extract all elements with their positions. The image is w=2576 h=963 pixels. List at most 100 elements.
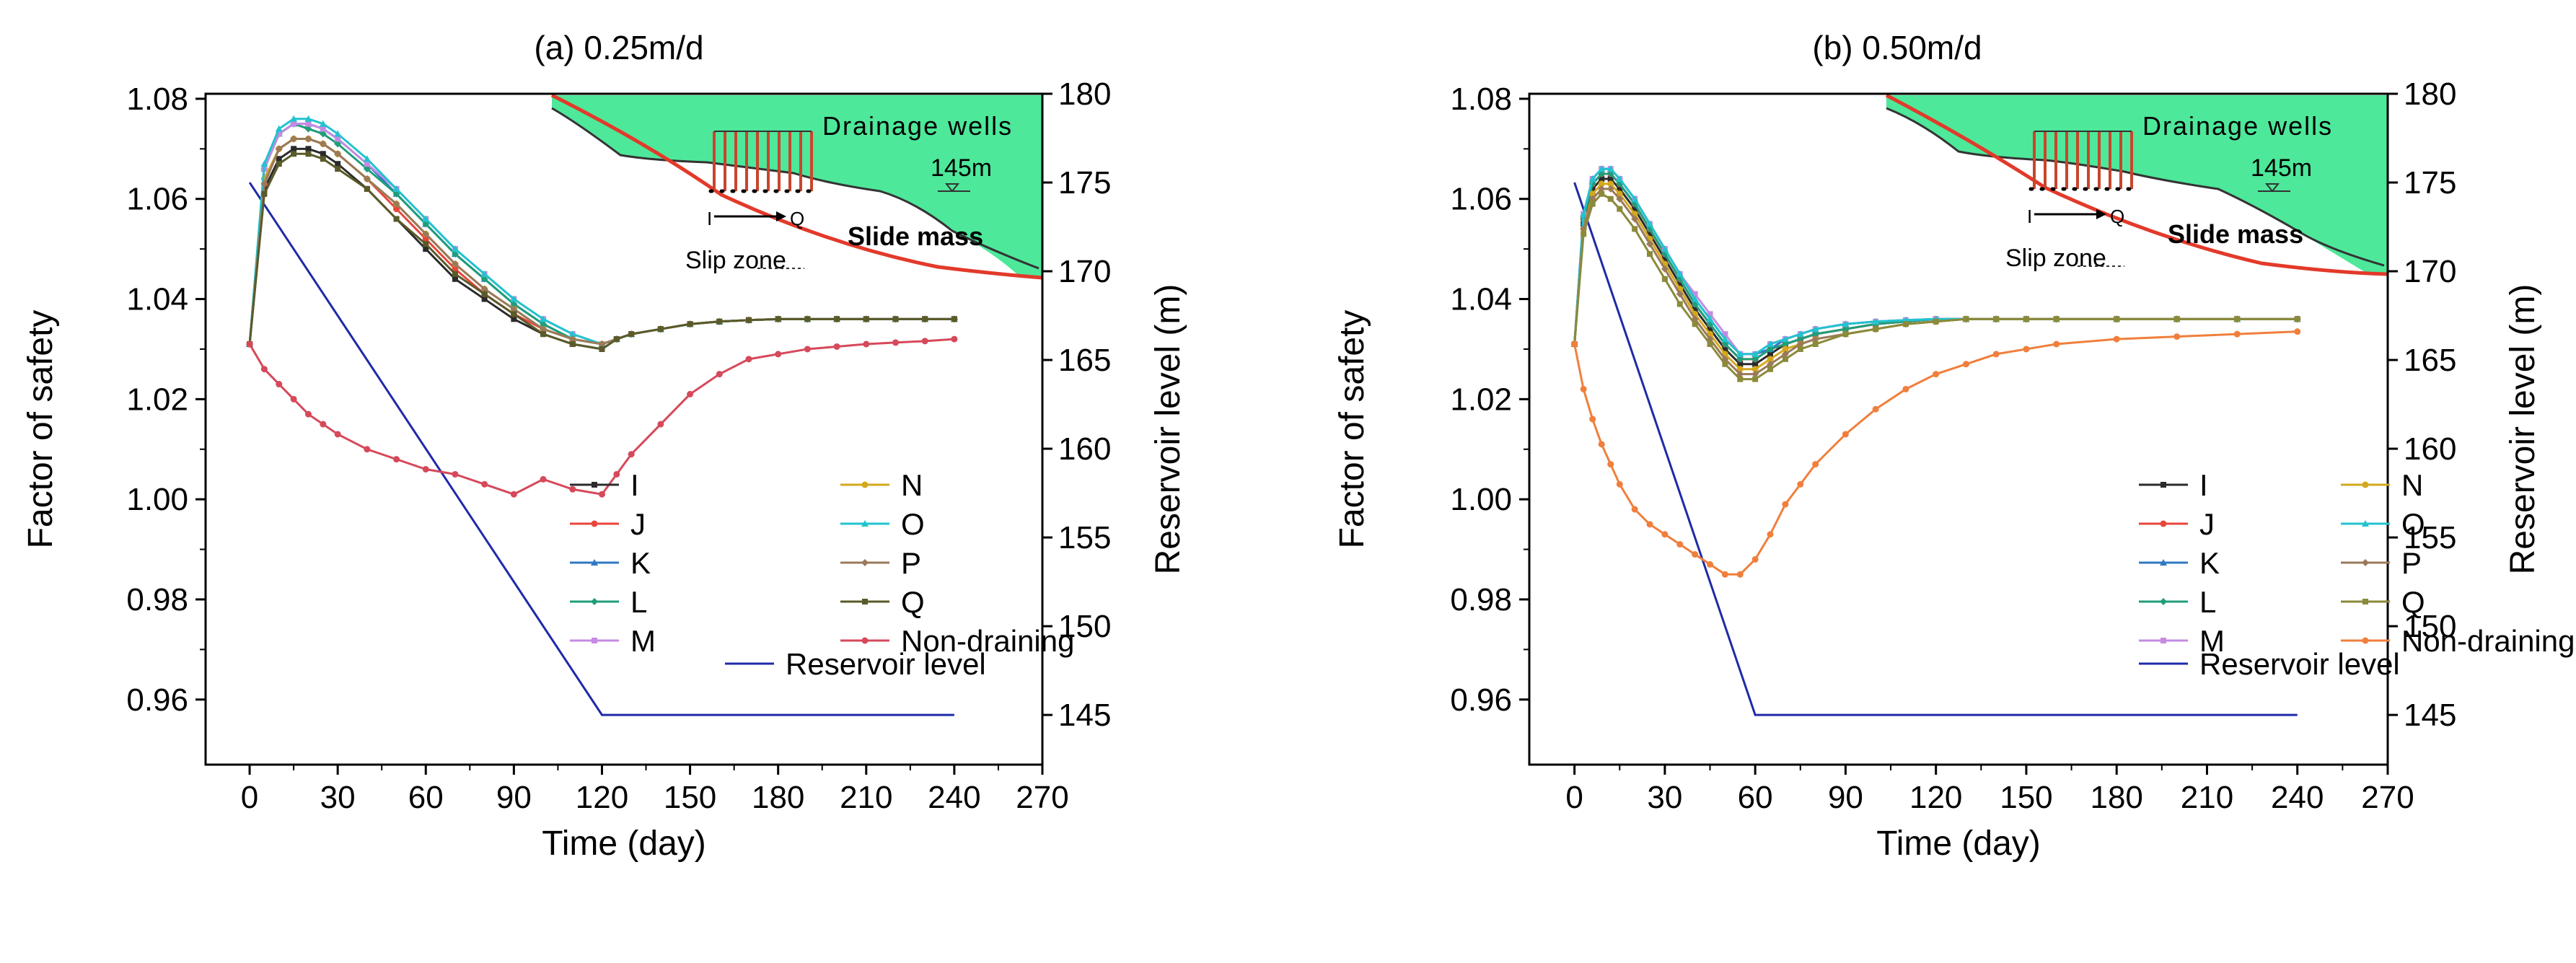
inset-b-wells	[2028, 131, 2137, 219]
data-point	[2173, 333, 2181, 340]
y2-tick-label: 175	[1058, 165, 1111, 201]
data-point	[628, 451, 635, 458]
data-point	[745, 356, 752, 363]
y2-tick-label: 170	[2404, 254, 2456, 289]
data-point	[1616, 180, 1624, 188]
data-point	[1631, 200, 1639, 208]
data-point	[1661, 256, 1668, 263]
data-point	[892, 316, 899, 322]
legend-item: I	[2139, 468, 2208, 502]
x-tick-label: 210	[840, 780, 892, 815]
legend-item: N	[840, 468, 923, 502]
legend-label: I	[630, 468, 639, 502]
x-tick-label: 0	[1565, 780, 1583, 815]
data-point	[1607, 180, 1614, 188]
data-point	[305, 120, 312, 127]
data-point	[1617, 185, 1623, 192]
legend-item: M	[570, 624, 656, 658]
data-point	[1598, 180, 1605, 188]
series-q	[1571, 190, 2300, 382]
data-point	[1616, 480, 1623, 488]
data-point	[511, 311, 517, 317]
data-point	[1842, 431, 1849, 438]
x-tick-label: 60	[1738, 780, 1773, 815]
data-point	[481, 291, 488, 297]
data-point	[481, 480, 488, 488]
inset-b-start-marker: I	[2027, 206, 2032, 227]
data-point	[320, 126, 326, 132]
data-point	[392, 185, 400, 192]
data-point	[304, 410, 312, 418]
x-tick-label: 30	[1647, 780, 1682, 815]
legend-item: L	[2139, 585, 2216, 619]
data-point	[1599, 190, 1605, 197]
data-point	[2234, 316, 2241, 322]
data-point	[716, 318, 723, 325]
data-point	[1737, 376, 1744, 382]
data-point	[335, 166, 341, 172]
data-point	[319, 140, 327, 148]
data-point	[1646, 240, 1654, 248]
data-point	[305, 146, 312, 152]
data-point	[246, 340, 253, 348]
y2-tick-label: 155	[2404, 520, 2456, 555]
data-point	[1661, 245, 1669, 252]
data-point	[335, 161, 341, 167]
series-q	[247, 151, 957, 352]
chart-a-title: (a) 0.25m/d	[534, 29, 703, 66]
data-point	[364, 161, 370, 167]
data-point	[393, 456, 400, 463]
legend-item-reservoir: Reservoir level	[725, 647, 986, 681]
data-point	[1751, 355, 1759, 363]
legend-item: M	[2139, 624, 2225, 658]
data-point	[1781, 340, 1789, 348]
data-point	[599, 346, 605, 352]
data-point	[1631, 195, 1639, 202]
inset-b-wells-label: Drainage wells	[2142, 111, 2333, 141]
legend-item: P	[840, 546, 921, 580]
legend-label: J	[2199, 507, 2215, 541]
x-tick-label: 120	[1909, 780, 1962, 815]
data-point	[1992, 351, 2000, 358]
legend-label: Non-draining	[2401, 624, 2575, 658]
data-point	[2294, 328, 2301, 335]
data-point	[363, 155, 371, 162]
data-point	[1782, 356, 1788, 362]
data-point	[1751, 350, 1759, 357]
data-point	[863, 340, 870, 348]
series-l	[1570, 170, 2301, 363]
legend-label: L	[630, 585, 647, 619]
data-point	[540, 331, 547, 338]
x-tick-label: 150	[664, 780, 716, 815]
legend-label: Non-draining	[901, 624, 1074, 658]
legend-item: N	[2341, 468, 2423, 502]
data-point	[1580, 385, 1587, 392]
chart-a-y2label: Reservoir level (m)	[1149, 284, 1187, 575]
data-point	[1872, 317, 1880, 325]
inset-a-start-marker: I	[707, 208, 712, 229]
data-point	[2233, 330, 2241, 338]
data-point	[2113, 335, 2120, 343]
data-point	[1598, 170, 1606, 178]
data-point	[423, 241, 429, 247]
data-point	[1617, 206, 1623, 212]
data-point	[540, 325, 548, 333]
data-point	[598, 491, 605, 498]
x-tick-label: 240	[928, 780, 980, 815]
data-point	[422, 235, 429, 242]
legend-label: M	[630, 624, 656, 658]
data-point	[1589, 185, 1596, 192]
legend-label: O	[901, 507, 925, 541]
legend-label: Q	[901, 585, 925, 619]
x-tick-label: 180	[752, 780, 804, 815]
data-point	[628, 331, 635, 338]
data-point	[510, 305, 518, 313]
data-point	[1661, 276, 1668, 282]
legend-label: Q	[2401, 585, 2425, 619]
data-point	[1607, 175, 1614, 182]
data-point	[1661, 250, 1669, 258]
data-point	[1588, 180, 1596, 188]
data-point	[2023, 346, 2030, 353]
